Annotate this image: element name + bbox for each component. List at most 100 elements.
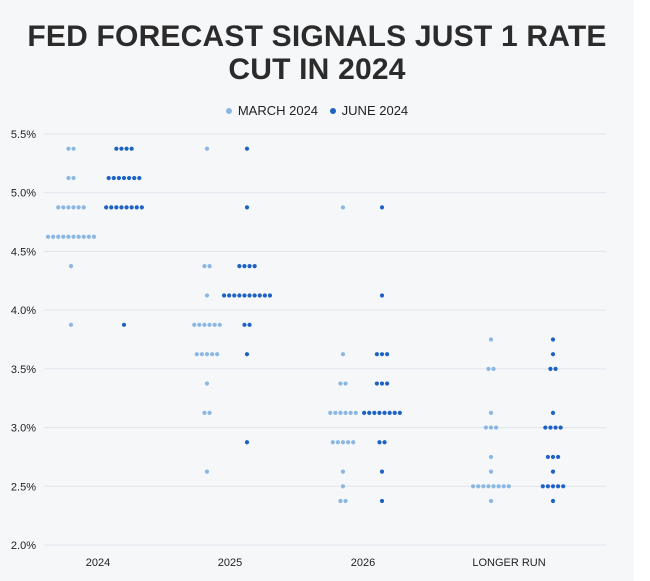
june-dot bbox=[556, 484, 561, 489]
june-dot bbox=[262, 293, 267, 298]
june-dot bbox=[121, 322, 127, 327]
june-dot bbox=[104, 205, 109, 210]
march-dot bbox=[194, 352, 199, 357]
june-dot bbox=[382, 440, 387, 445]
june-dot bbox=[548, 366, 553, 371]
march-dot bbox=[340, 440, 346, 445]
march-dot bbox=[61, 205, 66, 210]
march-dot bbox=[488, 454, 494, 460]
june-dot bbox=[124, 146, 129, 151]
y-tick-label: 3.0% bbox=[11, 423, 36, 435]
june-dot bbox=[247, 264, 252, 269]
march-dot bbox=[488, 469, 494, 474]
legend-june-label: JUNE 2024 bbox=[341, 103, 409, 118]
march-dot bbox=[81, 205, 86, 210]
march-dot bbox=[476, 484, 481, 489]
march-dot bbox=[68, 264, 74, 269]
june-dot bbox=[129, 205, 134, 210]
march-dot bbox=[71, 234, 76, 239]
march-dot bbox=[340, 484, 346, 489]
march-dot bbox=[488, 337, 494, 342]
june-dot bbox=[129, 146, 134, 151]
march-dot bbox=[338, 410, 343, 415]
y-tick-label: 5.0% bbox=[11, 188, 36, 200]
june-dot bbox=[247, 293, 252, 298]
march-dot bbox=[202, 322, 207, 327]
x-tick-label: LONGER RUN bbox=[472, 557, 545, 569]
june-dot bbox=[379, 293, 385, 298]
legend-item-march: MARCH 2024 bbox=[225, 103, 319, 118]
june-dot bbox=[244, 440, 250, 445]
march-dot bbox=[204, 469, 210, 474]
june-dot bbox=[545, 484, 551, 489]
june-dot bbox=[545, 454, 551, 460]
march-dot bbox=[340, 352, 346, 357]
march-dot bbox=[506, 484, 511, 489]
march-dot bbox=[483, 425, 488, 430]
june-dot bbox=[550, 410, 556, 415]
june-dot bbox=[242, 264, 247, 269]
march-dot bbox=[491, 484, 496, 489]
june-dot bbox=[382, 410, 387, 415]
march-dot bbox=[346, 440, 351, 445]
march-dot bbox=[56, 205, 61, 210]
march-dot bbox=[202, 410, 207, 415]
march-dot bbox=[486, 484, 491, 489]
y-tick-label: 3.5% bbox=[11, 364, 36, 376]
march-dot bbox=[488, 425, 494, 430]
march-dot bbox=[338, 381, 343, 386]
legend-march-label: MARCH 2024 bbox=[237, 103, 319, 118]
june-dot bbox=[374, 352, 379, 357]
march-dot bbox=[328, 410, 333, 415]
june-dot bbox=[379, 352, 385, 357]
june-dot bbox=[561, 484, 566, 489]
june-dot bbox=[237, 293, 242, 298]
march-dot bbox=[66, 205, 71, 210]
y-tick-label: 5.5% bbox=[11, 129, 36, 141]
june-dot bbox=[379, 205, 385, 210]
legend: MARCH 2024 JUNE 2024 bbox=[0, 103, 634, 118]
march-dot bbox=[343, 410, 348, 415]
june-dot bbox=[116, 175, 121, 181]
march-dot bbox=[340, 469, 346, 474]
chart-card: FED FORECAST SIGNALS JUST 1 RATE CUT IN … bbox=[0, 20, 634, 569]
march-dot bbox=[91, 234, 97, 239]
june-dot bbox=[548, 425, 553, 430]
june-dot bbox=[119, 146, 124, 151]
june-dot bbox=[244, 205, 250, 210]
march-dot bbox=[207, 322, 212, 327]
march-dot bbox=[207, 410, 212, 415]
june-dot bbox=[137, 175, 142, 181]
june-dot bbox=[550, 484, 556, 489]
june-dot bbox=[114, 205, 119, 210]
march-dot bbox=[45, 234, 51, 239]
march-dot bbox=[338, 498, 343, 504]
march-dot bbox=[202, 264, 207, 269]
x-tick-label: 2026 bbox=[351, 557, 375, 569]
march-dot bbox=[51, 234, 56, 239]
june-dot bbox=[139, 205, 144, 210]
march-dot bbox=[488, 410, 494, 415]
june-dot bbox=[252, 293, 257, 298]
march-dot bbox=[66, 175, 71, 181]
march-dot bbox=[56, 234, 61, 239]
june-dot bbox=[134, 205, 139, 210]
june-dot bbox=[362, 410, 367, 415]
march-dot bbox=[343, 381, 348, 386]
june-dot bbox=[550, 352, 556, 357]
june-dot bbox=[244, 146, 250, 151]
legend-march-dot bbox=[225, 107, 232, 114]
june-dot bbox=[244, 352, 250, 357]
june-dot bbox=[132, 175, 137, 181]
june-dot bbox=[379, 498, 385, 504]
x-tick-label: 2024 bbox=[86, 557, 110, 569]
march-dot bbox=[333, 410, 338, 415]
march-dot bbox=[486, 366, 491, 371]
june-dot bbox=[377, 440, 382, 445]
june-dot bbox=[392, 410, 397, 415]
june-dot bbox=[553, 366, 558, 371]
march-dot bbox=[351, 440, 356, 445]
june-dot bbox=[114, 146, 119, 151]
june-dot bbox=[111, 175, 116, 181]
march-dot bbox=[204, 352, 210, 357]
